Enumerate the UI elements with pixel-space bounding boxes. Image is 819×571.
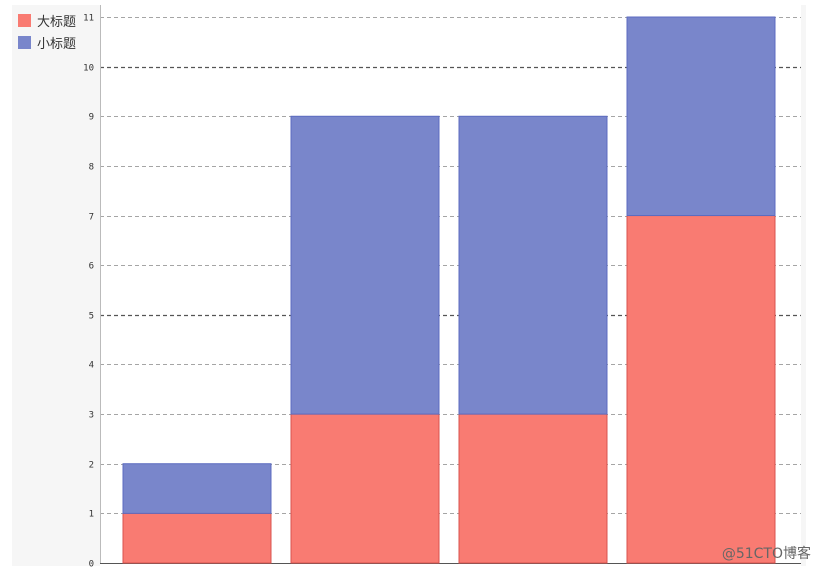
y-tick-label-0: 0 [89,560,94,570]
y-tick-label-8: 8 [89,163,94,173]
bar-2-category-1 [122,463,272,514]
legend: 大标题 小标题 [18,12,77,52]
y-tick-label-3: 3 [89,411,94,421]
y-tick-label-10: 10 [83,64,94,74]
bar-1-category-3 [458,413,608,564]
bar-1-category-2 [290,413,440,564]
y-tick-label-7: 7 [89,213,94,223]
y-tick-label-9: 9 [89,113,94,123]
legend-item-series-2[interactable]: 小标题 [18,34,77,52]
legend-label-series-1: 大标题 [37,14,77,30]
y-tick-label-11: 11 [83,14,94,24]
y-tick-label-2: 2 [89,461,94,471]
bar-1-category-1 [122,512,272,564]
bar-1-category-4 [626,215,776,564]
y-tick-label-1: 1 [89,510,94,520]
bar-2-category-2 [290,115,440,415]
legend-swatch-series-1 [18,13,31,27]
legend-item-series-1[interactable]: 大标题 [18,12,77,30]
bar-2-category-3 [458,115,608,415]
legend-swatch-series-2 [18,35,31,49]
y-tick-label-4: 4 [89,361,94,371]
y-tick-label-5: 5 [89,312,94,322]
legend-label-series-2: 小标题 [37,36,77,52]
watermark: @51CTO博客 [721,546,811,562]
bar-2-category-4 [626,16,776,217]
y-tick-label-6: 6 [89,262,94,272]
